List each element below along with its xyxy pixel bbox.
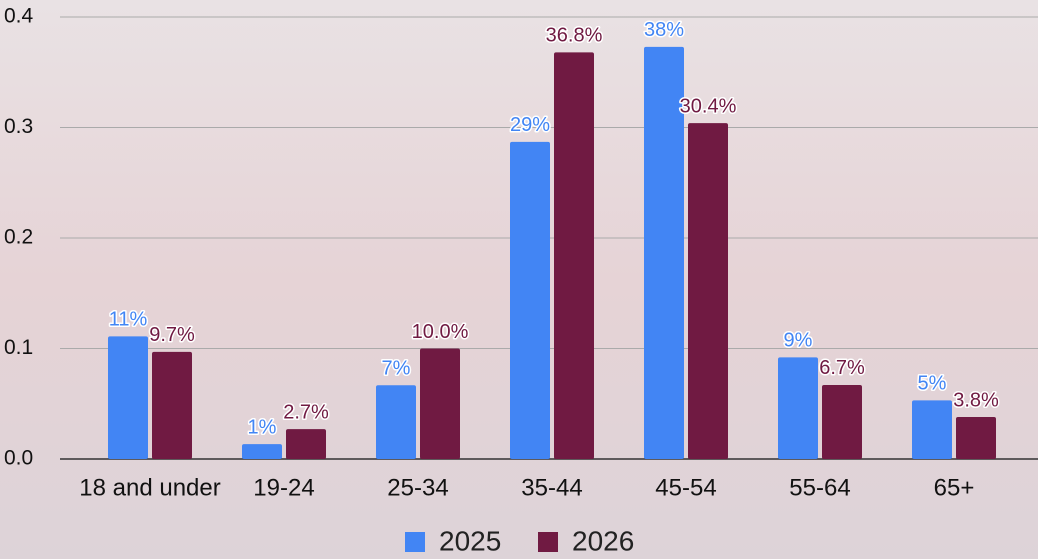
legend-swatch — [538, 532, 558, 552]
y-tick-label: 0.1 — [4, 336, 33, 359]
y-tick-label: 0.0 — [4, 447, 33, 470]
x-tick-label: 65+ — [934, 474, 975, 501]
value-label: 9% — [784, 330, 813, 352]
value-label: 38% — [644, 19, 684, 41]
x-tick-label: 18 and under — [79, 474, 220, 501]
legend-label: 2025 — [439, 525, 501, 556]
y-tick-label: 0.3 — [4, 115, 33, 138]
bar — [242, 444, 282, 459]
legend-label: 2026 — [572, 525, 634, 556]
value-label: 29% — [510, 114, 550, 136]
value-label: 2.7% — [283, 401, 329, 423]
bar — [644, 46, 684, 460]
value-label: 9.7% — [149, 324, 195, 346]
value-label: 3.8% — [953, 389, 999, 411]
bar — [420, 348, 460, 459]
value-label: 5% — [918, 373, 947, 395]
bar — [376, 385, 416, 459]
bar — [554, 52, 594, 460]
value-label: 36.8% — [546, 25, 603, 47]
value-label: 30.4% — [680, 95, 737, 117]
y-tick-label: 0.4 — [4, 5, 34, 28]
bar — [822, 384, 862, 459]
bar — [108, 336, 148, 459]
x-tick-label: 19-24 — [253, 474, 314, 501]
value-label: 7% — [382, 358, 411, 380]
legend-swatch — [405, 532, 425, 552]
bar — [688, 123, 728, 459]
bar — [510, 141, 550, 460]
x-tick-label: 45-54 — [655, 474, 716, 501]
x-tick-label: 55-64 — [789, 474, 850, 501]
bar — [286, 429, 326, 459]
value-label: 10.0% — [412, 321, 469, 343]
y-tick-label: 0.2 — [4, 226, 33, 249]
bar — [956, 417, 996, 459]
value-label: 11% — [109, 309, 148, 331]
x-tick-label: 25-34 — [387, 474, 448, 501]
value-label: 1% — [248, 416, 277, 438]
bar — [912, 400, 952, 459]
bar — [152, 351, 192, 459]
x-tick-label: 35-44 — [521, 474, 582, 501]
bar — [778, 357, 818, 459]
value-label: 6.7% — [819, 357, 865, 379]
